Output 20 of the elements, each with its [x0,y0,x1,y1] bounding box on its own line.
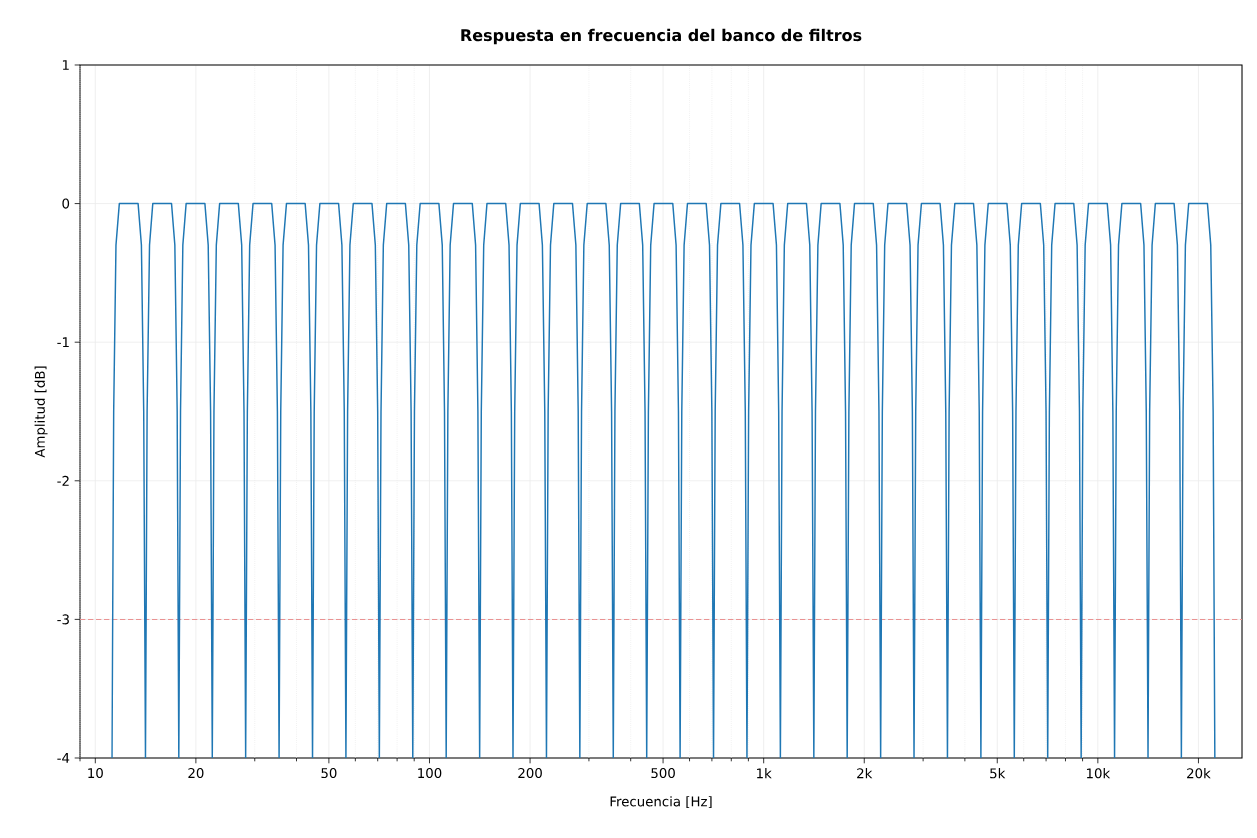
y-tick-label: 0 [62,198,70,209]
x-tick-label: 10 [88,768,103,779]
y-tick-label: -1 [57,337,69,348]
x-tick-label: 20 [188,768,204,779]
x-tick-label: 20k [1187,768,1211,779]
x-tick-label: 5k [990,768,1006,779]
x-tick-label: 100 [418,768,442,779]
x-tick-label: 1k [757,768,772,779]
x-tick-label: 50 [321,768,337,779]
y-tick-label: -3 [57,614,69,625]
x-tick-label: 500 [651,768,675,779]
y-tick-label: -2 [57,475,69,486]
x-axis-title: Frecuencia [Hz] [610,796,712,809]
x-tick-label: 2k [857,768,873,779]
y-tick-label: -4 [57,753,70,763]
x-tick-label: 200 [518,768,542,779]
y-axis-title: Amplitud [dB] [34,366,48,458]
x-tick-label: 10k [1086,768,1111,779]
chart-title: Respuesta en frecuencia del banco de filtros [461,28,862,45]
y-tick-label: 1 [62,60,69,70]
